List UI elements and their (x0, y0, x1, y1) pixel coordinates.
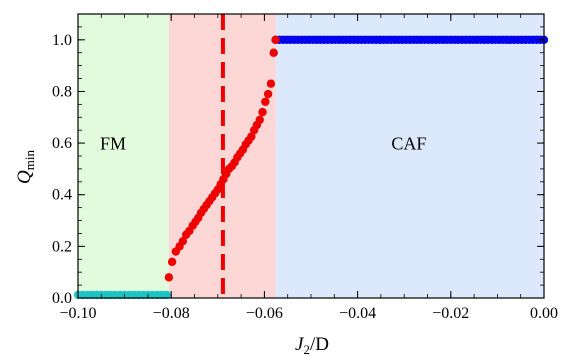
data-point-s1-34 (263, 89, 273, 99)
data-point-s3-0 (271, 35, 280, 45)
y-tick-label-4: 0.8 (52, 83, 72, 100)
y-tick-label-3: 0.6 (52, 135, 72, 152)
y-tick-label-2: 0.4 (52, 187, 72, 204)
data-point-s1-35 (266, 79, 276, 88)
x-axis-title: J2/D (295, 334, 329, 356)
data-points (73, 35, 549, 300)
data-point-s1-1 (167, 257, 177, 267)
x-tick-label-3: −0.04 (339, 305, 376, 322)
y-tick-label-0: 0.0 (52, 290, 72, 307)
region-labels: FM CAF (100, 134, 426, 154)
data-point-s1-4 (178, 237, 188, 246)
region-0 (78, 14, 169, 298)
region-label-fm: FM (100, 134, 126, 154)
data-point-s1-36 (269, 48, 278, 57)
axis-ticks (77, 13, 545, 299)
region-label-caf: CAF (391, 134, 426, 154)
data-point-s1-33 (261, 97, 270, 106)
data-point-s1-0 (164, 273, 174, 282)
region-2 (275, 14, 544, 298)
data-point-s1-31 (255, 115, 264, 125)
data-point-s1-28 (247, 132, 256, 141)
y-axis-title: Qmin (14, 150, 37, 184)
region-1 (168, 14, 276, 298)
x-tick-label-5: 0.00 (530, 305, 558, 322)
x-tick-label-1: −0.08 (153, 305, 190, 322)
data-point-s1-32 (258, 107, 267, 117)
x-tick-label-2: −0.06 (246, 305, 283, 322)
y-tick-label-1: 0.2 (52, 238, 72, 255)
data-point-s0-19 (162, 290, 171, 300)
x-tick-label-0: −0.10 (59, 305, 96, 322)
y-tick-label-5: 1.0 (52, 32, 72, 49)
phase-regions (78, 14, 544, 298)
tick-labels: −0.10 −0.08 −0.06 −0.04 −0.02 0.00 0.0 0.2 0.4 0.… (52, 32, 558, 322)
x-tick-label-4: −0.02 (432, 305, 469, 322)
